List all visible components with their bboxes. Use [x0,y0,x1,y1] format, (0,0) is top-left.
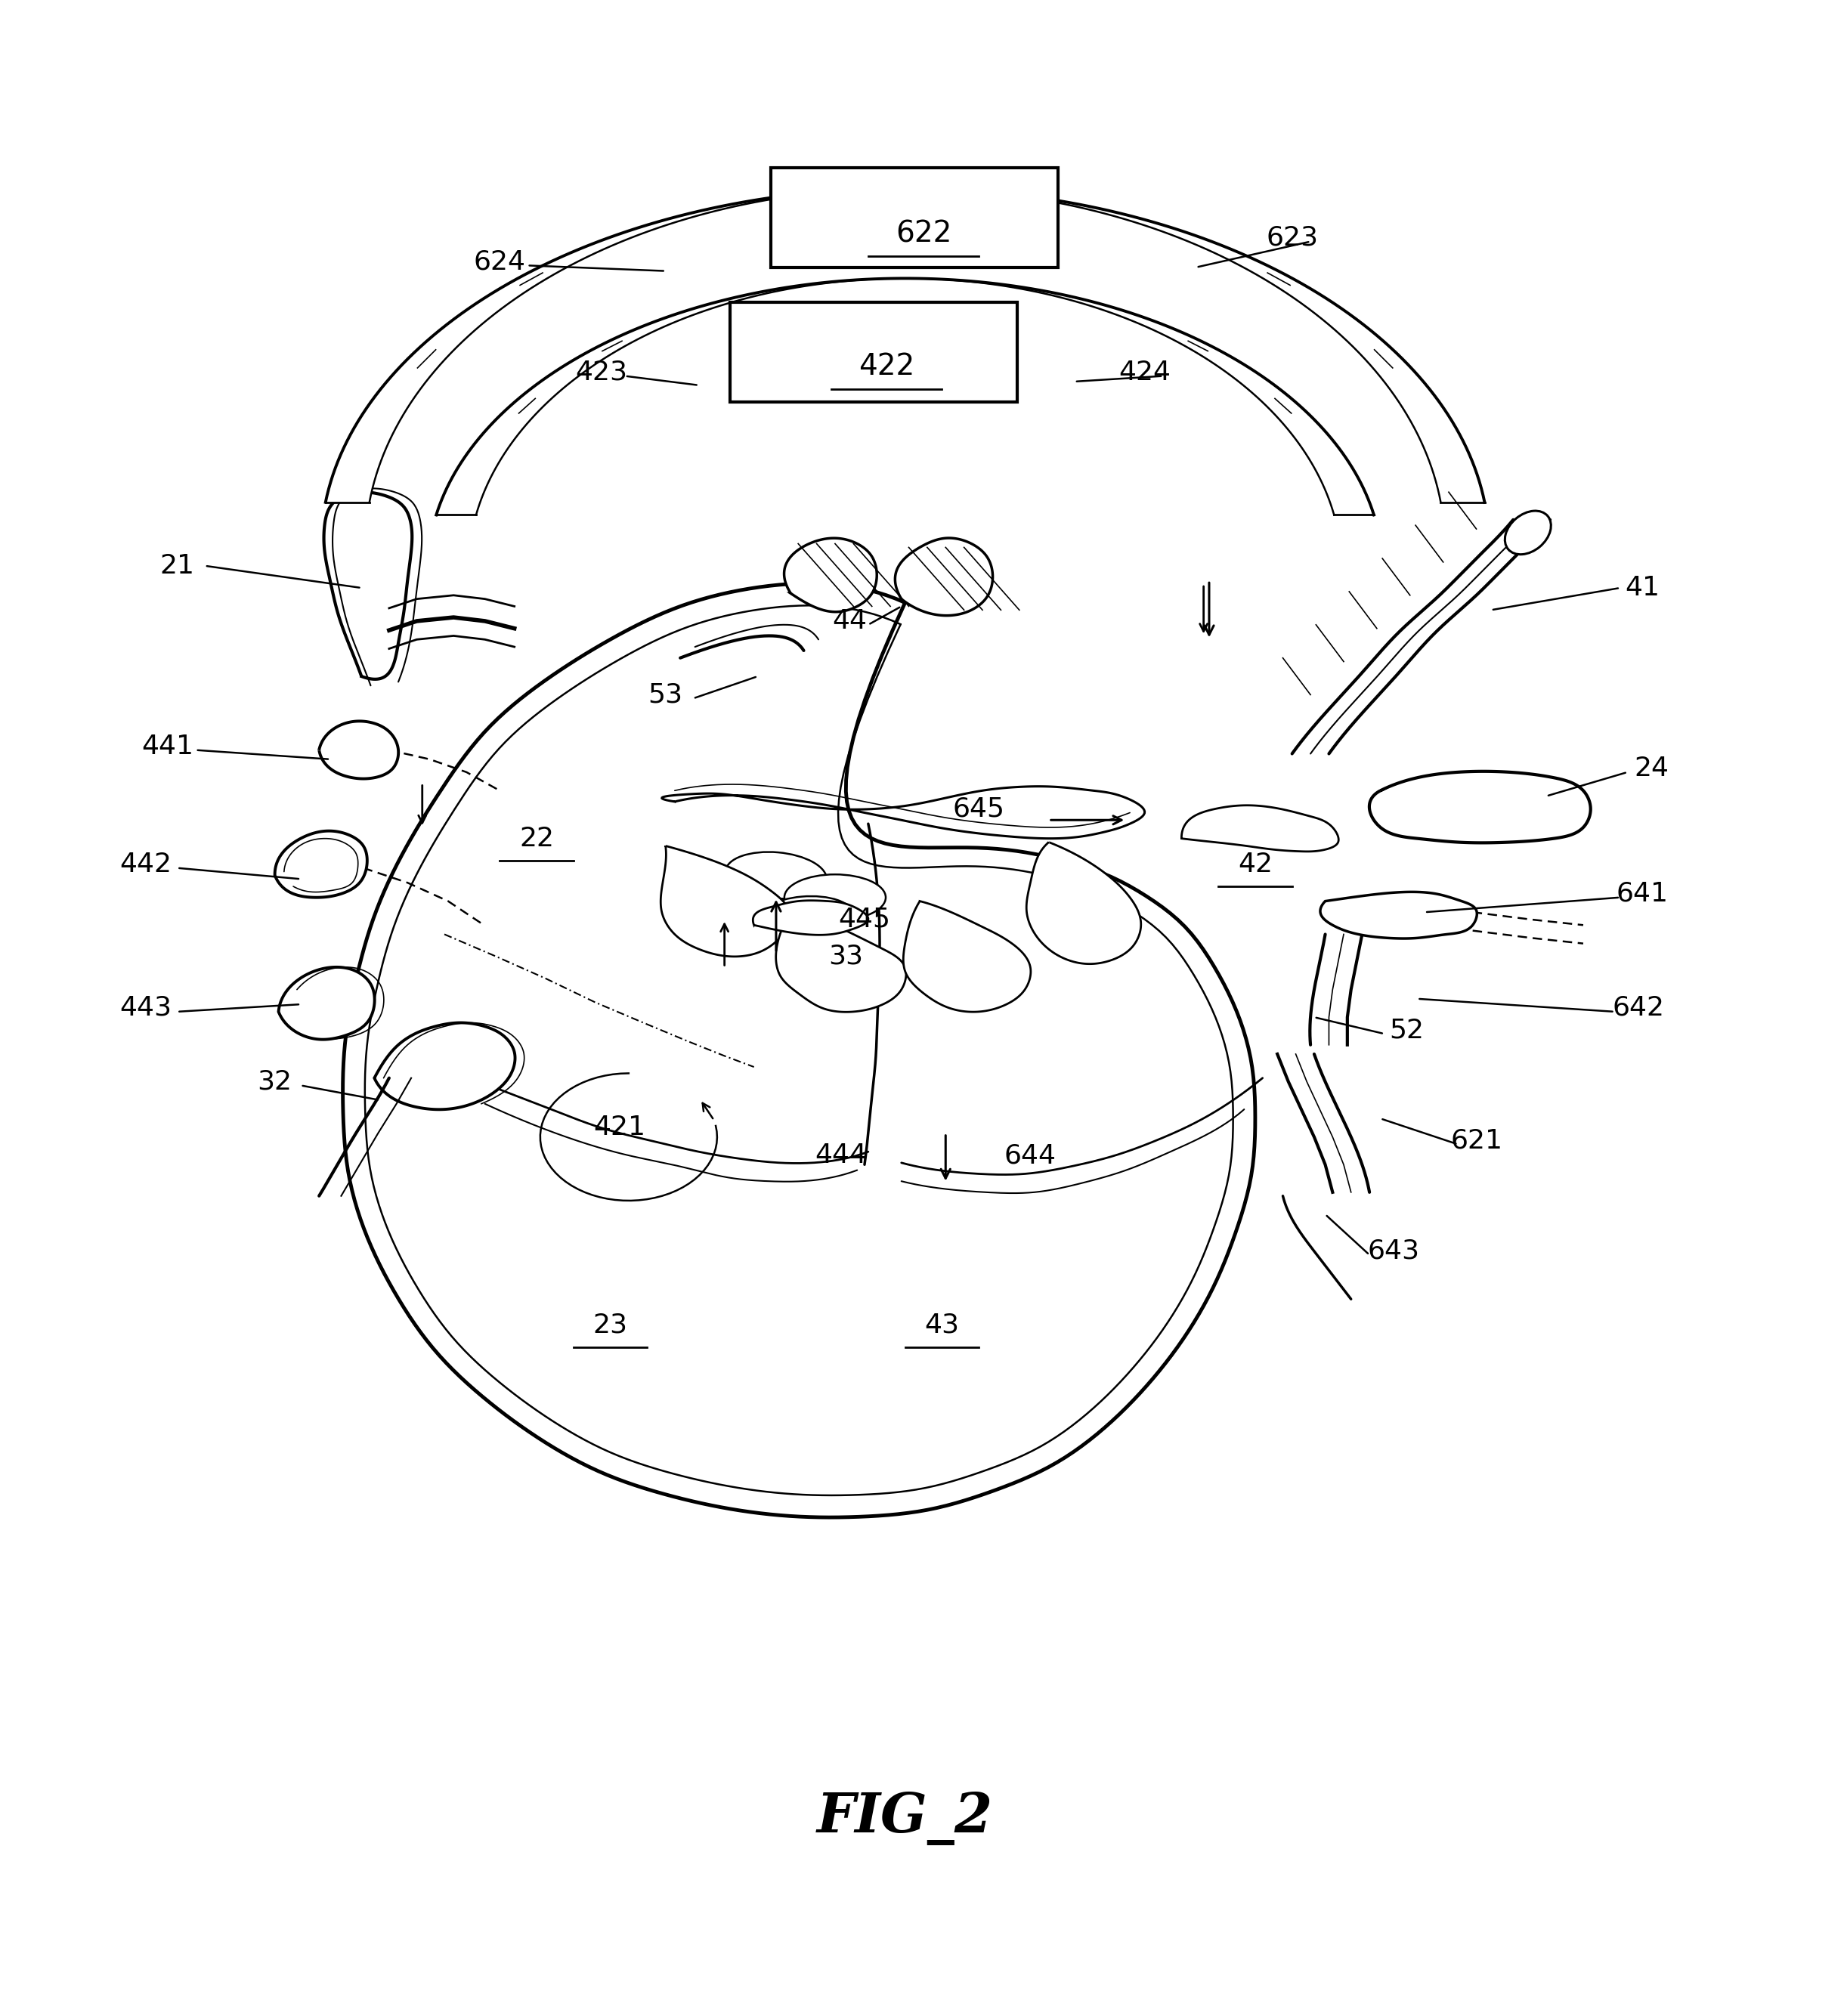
Polygon shape [661,786,1145,839]
Text: 641: 641 [1616,881,1668,907]
Text: 423: 423 [574,359,628,385]
Polygon shape [903,901,1031,1012]
Polygon shape [375,1022,515,1109]
Ellipse shape [1505,510,1551,554]
Polygon shape [436,278,1374,514]
Text: 441: 441 [142,734,194,760]
Polygon shape [661,847,791,956]
Polygon shape [896,538,992,615]
Polygon shape [275,831,368,897]
Text: 42: 42 [1237,851,1273,877]
Text: 642: 642 [1612,996,1664,1020]
Text: 442: 442 [120,851,172,877]
Text: 23: 23 [593,1312,628,1339]
Polygon shape [323,492,412,679]
Text: FIG_2: FIG_2 [816,1792,994,1845]
Text: 643: 643 [1367,1238,1420,1264]
Text: 22: 22 [519,827,554,851]
Text: 24: 24 [1635,756,1670,782]
Text: 421: 421 [593,1115,645,1141]
Text: 44: 44 [833,609,868,633]
Text: 645: 645 [953,796,1005,823]
Text: 644: 644 [1005,1143,1056,1167]
Text: 32: 32 [257,1068,292,1095]
FancyBboxPatch shape [770,167,1058,268]
Polygon shape [279,968,375,1040]
Text: 41: 41 [1625,575,1660,601]
Polygon shape [1182,804,1339,851]
Text: 53: 53 [648,681,683,708]
Text: 52: 52 [1389,1018,1424,1042]
Text: 624: 624 [473,248,526,274]
Polygon shape [1027,843,1141,964]
Text: 424: 424 [1119,359,1171,385]
Ellipse shape [754,897,855,943]
Text: 621: 621 [1450,1127,1502,1153]
Polygon shape [320,722,399,778]
Ellipse shape [726,853,827,899]
Polygon shape [754,901,868,935]
Polygon shape [785,538,877,611]
Polygon shape [1369,772,1590,843]
Text: 622: 622 [896,220,951,248]
Polygon shape [1321,891,1478,939]
Polygon shape [325,187,1485,502]
Polygon shape [1293,520,1550,754]
Text: 443: 443 [120,996,172,1020]
Text: 33: 33 [829,943,864,970]
Text: 444: 444 [815,1143,866,1167]
Polygon shape [776,907,907,1012]
Text: 21: 21 [161,552,194,579]
Text: 445: 445 [839,907,890,933]
Text: 422: 422 [859,353,914,381]
Text: 43: 43 [925,1312,959,1339]
Ellipse shape [785,875,887,921]
Text: 623: 623 [1265,226,1319,250]
FancyBboxPatch shape [730,302,1018,401]
